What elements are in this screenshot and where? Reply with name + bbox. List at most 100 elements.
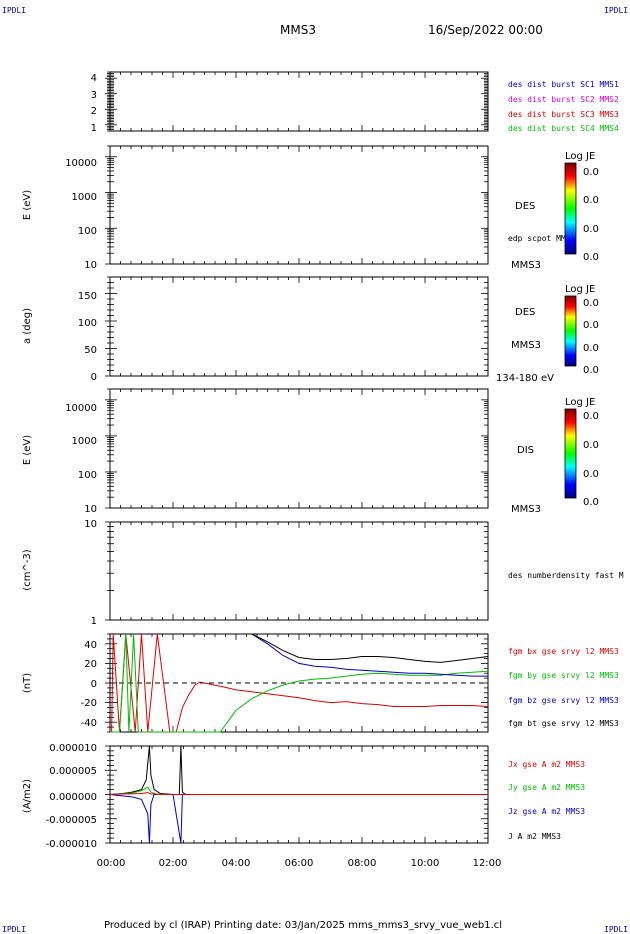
colorbar-2-title: Log JE (565, 284, 595, 295)
p1-legend-2: des dist burst SC2 MMS2 (508, 95, 619, 104)
p7-ytick-2: 0.000005 (49, 766, 97, 777)
time-axis: 00:00 02:00 04:00 06:00 08:00 10:00 12:0… (97, 858, 502, 869)
p4-ylabel: E (eV) (22, 435, 33, 465)
p1-ytick-2: 2 (91, 106, 97, 117)
p3-energy-range: 134-180 eV (496, 373, 554, 384)
panel-6: (nT) 40 20 0 -20 -40 fgm bx gse srvy l2 … (22, 640, 619, 729)
panel-frames (105, 71, 489, 844)
colorbar-2-tick-2: 0.0 (583, 320, 599, 331)
p2-ytick-100: 100 (78, 226, 97, 237)
current-series-jy-gse-a-m2-mms3 (109, 786, 488, 795)
p4-spacecraft: MMS3 (511, 504, 541, 515)
panel-1-frame (109, 71, 489, 132)
time-tick-1: 02:00 (159, 858, 188, 869)
p6-ytick-40: 40 (84, 640, 97, 651)
p3-ylabel: a (deg) (22, 308, 33, 344)
p6-ytick-minus40: -40 (81, 718, 97, 729)
p5-label: des numberdensity fast M (508, 571, 624, 580)
p7-ytick-1: 0.000010 (49, 743, 97, 754)
corner-label-top-right: IPDLI (604, 6, 628, 15)
colorbar-2: Log JE 0.0 0.0 0.0 0.0 (564, 284, 599, 376)
colorbar-3-tick-3: 0.0 (583, 469, 599, 480)
p4-ytick-10: 10 (84, 504, 97, 515)
bfield-series-fgm-bx-gse-srvy-l2-mms3 (111, 633, 489, 733)
p3-spacecraft: MMS3 (511, 340, 541, 351)
corner-label-top-left: IPDLI (2, 6, 26, 15)
colorbar-1-tick-2: 0.0 (583, 195, 599, 206)
colorbar-1-tick-3: 0.0 (583, 224, 599, 235)
colorbar-3-gradient (564, 408, 577, 499)
time-tick-0: 00:00 (97, 858, 126, 869)
colorbar-3-tick-4: 0.0 (583, 497, 599, 508)
p2-species: DES (515, 201, 535, 212)
colorbar-3-tick-1: 0.0 (583, 411, 599, 422)
colorbar-3: Log JE 0.0 0.0 0.0 0.0 (564, 397, 599, 508)
colorbar-3-title: Log JE (565, 397, 595, 408)
header-date: 16/Sep/2022 00:00 (428, 23, 543, 37)
colorbar-1-tick-4: 0.0 (583, 252, 599, 263)
bfield-series-fgm-bt-gse-srvy-l2-mms3 (251, 633, 489, 663)
p1-ytick-4: 4 (91, 73, 97, 84)
series-layer (109, 633, 489, 844)
panel-3-frame (109, 276, 489, 377)
p7-ytick-4: -0.000005 (46, 815, 97, 826)
panel-1: 4 3 2 1 des dist burst SC1 MMS1 des dist… (91, 73, 619, 134)
colorbar-1-gradient (564, 162, 577, 255)
time-tick-4: 08:00 (348, 858, 377, 869)
p7-ytick-5: -0.000010 (46, 839, 97, 850)
p2-ylabel: E (eV) (22, 190, 33, 220)
p2-ytick-1000: 1000 (72, 192, 97, 203)
p1-ytick-1: 1 (91, 123, 97, 134)
panel-5-frame (109, 521, 489, 621)
panel-2-frame (109, 145, 489, 265)
p7-legend-jy: Jy gse A m2 MMS3 (508, 783, 585, 792)
p5-ytick-10: 10 (84, 519, 97, 530)
p7-legend-jx: Jx gse A m2 MMS3 (508, 760, 585, 769)
p6-ytick-minus20: -20 (81, 698, 97, 709)
time-tick-3: 06:00 (285, 858, 314, 869)
p6-ytick-0: 0 (91, 679, 97, 690)
panel-3: a (deg) 150 100 50 0 DES MMS3 134-180 eV (22, 291, 554, 384)
bfield-series-fgm-by-gse-srvy-l2-mms3 (110, 633, 489, 733)
colorbar-2-tick-4: 0.0 (583, 365, 599, 376)
p6-legend-by: fgm by gse srvy l2 MMS3 (508, 671, 619, 680)
p2-ytick-10000: 10000 (65, 158, 97, 169)
p2-spacecraft: MMS3 (511, 260, 541, 271)
p2-ytick-10: 10 (84, 260, 97, 271)
p4-ytick-100: 100 (78, 470, 97, 481)
p4-species: DIS (517, 445, 534, 456)
colorbar-1-tick-1: 0.0 (583, 167, 599, 178)
p4-ytick-1000: 1000 (72, 436, 97, 447)
colorbar-2-tick-1: 0.0 (583, 298, 599, 309)
p3-ytick-100: 100 (78, 318, 97, 329)
time-tick-5: 10:00 (411, 858, 440, 869)
p7-ylabel: (A/m2) (22, 779, 33, 813)
p6-legend-bz: fgm bz gse srvy l2 MMS3 (508, 696, 619, 705)
colorbar-2-gradient (564, 295, 577, 367)
p1-legend-1: des dist burst SC1 MMS1 (508, 80, 619, 89)
time-tick-6: 12:00 (473, 858, 502, 869)
p3-ytick-0: 0 (91, 372, 97, 383)
p3-ytick-150: 150 (78, 291, 97, 302)
p6-legend-bt: fgm bt gse srvy l2 MMS3 (508, 719, 619, 728)
bfield-series-fgm-bz-gse-srvy-l2-mms3 (251, 633, 488, 677)
p1-legend-3: des dist burst SC3 MMS3 (508, 110, 619, 119)
panel-4: E (eV) 10000 1000 100 10 DIS MMS3 (22, 403, 541, 515)
time-tick-2: 04:00 (222, 858, 251, 869)
corner-label-bottom-left: IPDLI (2, 925, 26, 934)
p6-ytick-20: 20 (84, 659, 97, 670)
p5-ytick-1: 1 (91, 616, 97, 627)
colorbar-1: Log JE 0.0 0.0 0.0 0.0 (564, 151, 599, 263)
p3-ytick-50: 50 (84, 345, 97, 356)
p7-ytick-3: 0.000000 (49, 792, 97, 803)
footer-credit: Produced by cl (IRAP) Printing date: 03/… (104, 920, 502, 931)
current-series-j-a-m2-mms3 (109, 745, 488, 795)
p6-ylabel: (nT) (22, 673, 33, 693)
header-spacecraft: MMS3 (280, 23, 316, 37)
panel-7: (A/m2) 0.000010 0.000005 0.000000 -0.000… (22, 743, 585, 850)
p1-ytick-3: 3 (91, 90, 97, 101)
p1-legend-4: des dist burst SC4 MMS4 (508, 124, 619, 133)
panel-4-frame (109, 388, 489, 509)
p5-ylabel: (cm^-3) (22, 549, 33, 590)
